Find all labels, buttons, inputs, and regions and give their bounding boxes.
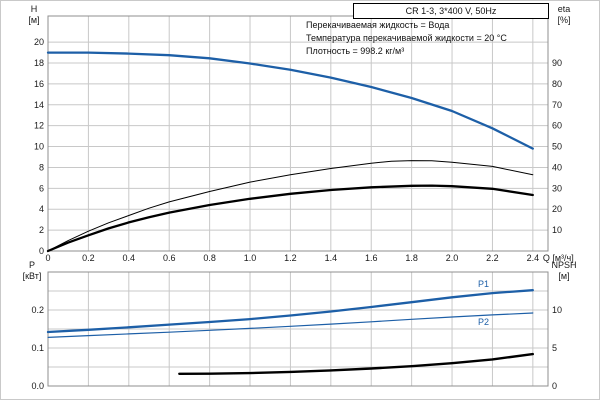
y-right-tick-label: 80 (552, 79, 562, 89)
x-tick-label: 0.6 (163, 253, 176, 263)
eta-axis-title: eta [%] (549, 4, 579, 25)
y-left-tick-label: 0.0 (31, 381, 44, 391)
y-right-tick-label: 60 (552, 121, 562, 131)
x-tick-label: 0 (45, 253, 50, 263)
series-P2 (47, 312, 534, 338)
h-axis-symbol: H (30, 4, 38, 14)
fluid-annotations: Перекачиваемая жидкость = Вода Температу… (306, 19, 507, 58)
y-left-tick-label: 18 (34, 58, 44, 68)
x-axis-label: Q [м³/ч] (543, 253, 574, 263)
series-P1 (46, 289, 534, 334)
y-right-tick-label: 5 (552, 343, 557, 353)
y-left-tick-label: 16 (34, 79, 44, 89)
eta-axis-symbol: eta (557, 4, 571, 14)
y-left-tick-label: 4 (39, 204, 44, 214)
y-right-tick-label: 10 (552, 225, 562, 235)
x-tick-label: 2.4 (527, 253, 540, 263)
x-tick-label: 0.4 (123, 253, 136, 263)
x-tick-label: 0.2 (82, 253, 95, 263)
x-tick-label: 1.2 (284, 253, 297, 263)
p2-curve-label: P2 (478, 317, 490, 327)
npsh-axis-title: NPSH [м] (547, 260, 581, 281)
y-left-tick-label: 0.1 (31, 343, 44, 353)
y-left-tick-label: 6 (39, 183, 44, 193)
y-left-tick-label: 0.2 (31, 305, 44, 315)
series-eta-pump-motor (46, 184, 534, 253)
x-tick-label: 1.6 (365, 253, 378, 263)
x-tick-label: 1.8 (405, 253, 418, 263)
x-tick-label: 2.2 (486, 253, 499, 263)
chart-head-efficiency: 0 2 4 6 8 10 12 14 16 18 20 10 20 30 40 50 60 70 80 90 0 0.2 0… (34, 15, 574, 263)
y-right-tick-label: 20 (552, 204, 562, 214)
y-left-tick-label: 8 (39, 162, 44, 172)
y-right-tick-label: 30 (552, 183, 562, 193)
annotation-density: Плотность = 998.2 кг/м³ (306, 46, 405, 56)
annotation-fluid: Перекачиваемая жидкость = Вода (306, 20, 450, 30)
y-right-tick-label: 40 (552, 162, 562, 172)
y-left-tick-label: 20 (34, 37, 44, 47)
eta-axis-unit: [%] (557, 14, 571, 25)
pump-title-box: CR 1-3, 3*400 V, 50Hz (353, 3, 549, 19)
y-right-tick-label: 90 (552, 58, 562, 68)
y-right-tick-label: 10 (552, 305, 562, 315)
plot-frame (47, 15, 549, 252)
y-left-tick-label: 2 (39, 225, 44, 235)
series-NPSH (178, 352, 534, 375)
p-axis-title: P [кВт] (17, 260, 47, 281)
p1-curve-label: P1 (478, 279, 490, 289)
y-right-tick-label: 70 (552, 100, 562, 110)
x-tick-label: 1.4 (325, 253, 338, 263)
y-left-tick-label: 0 (39, 246, 44, 256)
y-left-tick-label: 10 (34, 142, 44, 152)
chart-power-npsh: 0.0 0.1 0.2 0 5 10 (31, 271, 562, 391)
x-tick-label: 2.0 (446, 253, 459, 263)
y-right-tick-label: 50 (552, 142, 562, 152)
h-axis-title: H [м] (21, 4, 47, 25)
series-eta-pump (47, 160, 534, 252)
y-right-tick-label: 0 (552, 381, 557, 391)
npsh-axis-symbol: NPSH (551, 260, 577, 270)
npsh-axis-unit: [м] (558, 270, 570, 281)
plot-frame (47, 271, 549, 387)
y-left-tick-label: 14 (34, 100, 44, 110)
p-axis-symbol: P (28, 260, 35, 270)
p-axis-unit: [кВт] (22, 270, 42, 281)
y-left-tick-label: 12 (34, 121, 44, 131)
x-tick-label: 1.0 (244, 253, 257, 263)
x-tick-label: 0.8 (203, 253, 216, 263)
annotation-temperature: Температура перекачиваемой жидкости = 20… (306, 33, 507, 43)
series-H (46, 51, 534, 150)
h-axis-unit: [м] (28, 14, 40, 25)
